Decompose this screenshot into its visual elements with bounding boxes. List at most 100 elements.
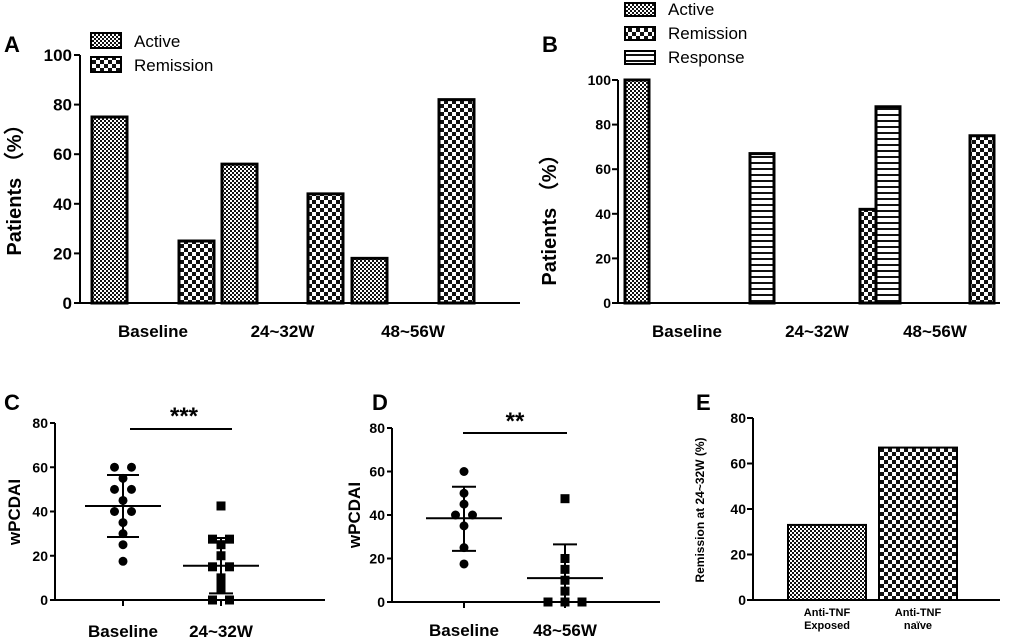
panel-d-point bbox=[459, 521, 469, 531]
panel-c-point bbox=[216, 584, 226, 594]
panel-a-bar-remission bbox=[306, 192, 345, 305]
panel-c-point bbox=[208, 595, 217, 605]
panel-c-y-tick-label: 40 bbox=[32, 504, 48, 520]
panel-c-point bbox=[127, 507, 136, 516]
panel-d-point bbox=[459, 467, 469, 476]
panel-a-legend-label: Remission bbox=[134, 56, 213, 75]
panel-c-point bbox=[118, 495, 128, 505]
panel-e-x-tick-label: Exposed bbox=[804, 620, 850, 632]
panel-c-point bbox=[208, 534, 217, 544]
panel-d-x-tick-label: 48~56W bbox=[533, 621, 598, 640]
panel-c-point bbox=[118, 556, 128, 566]
panel-d-point bbox=[560, 575, 570, 585]
panel-d-y-tick-label: 0 bbox=[377, 594, 385, 610]
panel-c-y-axis-label: wPCDAI bbox=[5, 479, 24, 546]
panel-b-legend-swatch bbox=[624, 26, 656, 41]
panel-a-y-tick-label: 100 bbox=[44, 46, 72, 65]
panel-e-x-tick-label: Anti-TNF bbox=[804, 607, 851, 619]
panel-d: D wPCDAI 0 20 40 60 80 Baseline 48~56W ** bbox=[345, 390, 660, 640]
panel-e-label: E bbox=[696, 390, 711, 415]
panel-c-label: C bbox=[4, 390, 20, 415]
panel-d-point bbox=[560, 554, 570, 563]
panel-c-point bbox=[118, 540, 128, 550]
panel-b-y-tick-label: 40 bbox=[595, 206, 611, 222]
panel-b-legend-swatch bbox=[624, 50, 656, 65]
panel-c-point bbox=[110, 484, 119, 494]
panel-c-y-tick-label: 0 bbox=[40, 592, 48, 608]
panel-d-y-tick-label: 20 bbox=[369, 551, 385, 567]
panel-a-bar-active bbox=[90, 115, 129, 305]
panel-c-y-tick-label: 80 bbox=[32, 415, 48, 431]
panel-d-point bbox=[560, 494, 570, 504]
panel-c-point bbox=[216, 551, 226, 561]
panel-c-y-tick-label: 20 bbox=[32, 548, 48, 564]
panel-c-point bbox=[110, 462, 119, 472]
panel-d-point bbox=[560, 564, 570, 574]
panel-b-bar-remission bbox=[968, 134, 996, 305]
panel-a-x-tick-label: 24~32W bbox=[251, 322, 316, 341]
panel-b-legend-label: Remission bbox=[668, 24, 747, 43]
panel-b-plot: 0 20 40 60 80 100 Baseline 24~32W 48~56W Active Re… bbox=[588, 0, 1000, 341]
panel-e-bar-remission bbox=[787, 523, 867, 601]
panel-a: A Patients （%） 0 20 40 60 80 100 Baseline 24~32… bbox=[3, 32, 520, 341]
panel-d-y-axis-label: wPCDAI bbox=[345, 482, 364, 549]
panel-b: B Patients （%） 0 20 40 60 80 100 Baseline 24~32… bbox=[538, 0, 1000, 341]
panel-a-legend-swatch bbox=[90, 32, 122, 49]
panel-c-point bbox=[225, 534, 234, 544]
panel-b-legend-swatch bbox=[624, 2, 656, 17]
panel-c-point bbox=[216, 578, 226, 588]
panel-b-x-tick-label: Baseline bbox=[652, 322, 722, 341]
panel-a-legend-label: Active bbox=[134, 32, 180, 51]
panel-a-y-tick-label: 0 bbox=[63, 294, 72, 313]
panel-c-plot: 0 20 40 60 80 Baseline 24~32W *** bbox=[32, 403, 325, 641]
panel-d-significance-label: ** bbox=[506, 408, 525, 435]
panel-e-y-tick-label: 20 bbox=[730, 547, 746, 563]
panel-a-bar-remission bbox=[177, 239, 216, 305]
panel-e-y-tick-label: 40 bbox=[730, 501, 746, 517]
panel-a-y-tick-label: 40 bbox=[53, 195, 72, 214]
panel-b-label: B bbox=[542, 32, 558, 57]
panel-e-x-tick-label: naïve bbox=[904, 620, 932, 632]
panel-c-point bbox=[216, 501, 226, 511]
panel-c-x-tick-label: 24~32W bbox=[189, 622, 254, 641]
panel-c-point bbox=[118, 529, 128, 539]
panel-b-x-tick-label: 48~56W bbox=[903, 322, 968, 341]
panel-b-legend-label: Response bbox=[668, 48, 745, 67]
panel-a-y-tick-label: 20 bbox=[53, 244, 72, 263]
panel-d-point bbox=[459, 499, 469, 509]
panel-d-point bbox=[459, 488, 469, 498]
panel-b-bar-response bbox=[748, 152, 776, 305]
panel-c-significance-label: *** bbox=[170, 403, 199, 430]
panel-e: E Remission at 24~32W (%) 0 20 40 60 80 Anti-… bbox=[693, 390, 1000, 632]
panel-c-y-tick-label: 60 bbox=[32, 459, 48, 475]
panel-a-bar-active bbox=[350, 256, 389, 305]
panel-d-point bbox=[459, 543, 469, 553]
panel-b-y-tick-label: 100 bbox=[588, 72, 612, 88]
panel-d-y-tick-label: 60 bbox=[369, 464, 385, 480]
panel-e-y-tick-label: 0 bbox=[738, 592, 746, 608]
panel-c-point bbox=[216, 573, 226, 583]
panel-a-bar-remission bbox=[437, 98, 476, 305]
panel-c: C wPCDAI 0 20 40 60 80 Baseline 24~32W *** bbox=[4, 390, 325, 641]
panel-d-y-tick-label: 80 bbox=[369, 420, 385, 436]
panel-e-bar-remission bbox=[878, 446, 958, 602]
panel-e-x-tick-label: Anti-TNF bbox=[895, 607, 942, 619]
panel-a-x-tick-label: 48~56W bbox=[381, 322, 446, 341]
panel-a-bar-active bbox=[220, 162, 259, 305]
panel-b-bar-response bbox=[874, 105, 902, 305]
panel-d-y-tick-label: 40 bbox=[369, 507, 385, 523]
panel-e-y-axis-label: Remission at 24~32W (%) bbox=[693, 437, 707, 582]
panel-a-legend-swatch bbox=[90, 56, 122, 73]
panel-c-point bbox=[127, 462, 136, 472]
panel-d-point bbox=[451, 510, 460, 520]
panel-a-label: A bbox=[4, 32, 20, 57]
panel-c-point bbox=[110, 507, 119, 516]
panel-d-point bbox=[560, 597, 570, 607]
panel-a-y-tick-label: 60 bbox=[53, 145, 72, 164]
panel-e-y-tick-label: 60 bbox=[730, 456, 746, 472]
panel-b-y-tick-label: 20 bbox=[595, 250, 611, 266]
panel-c-point bbox=[208, 562, 217, 572]
panel-a-plot: 0 20 40 60 80 100 Baseline 24~32W 48~56W Active Re… bbox=[44, 32, 520, 341]
